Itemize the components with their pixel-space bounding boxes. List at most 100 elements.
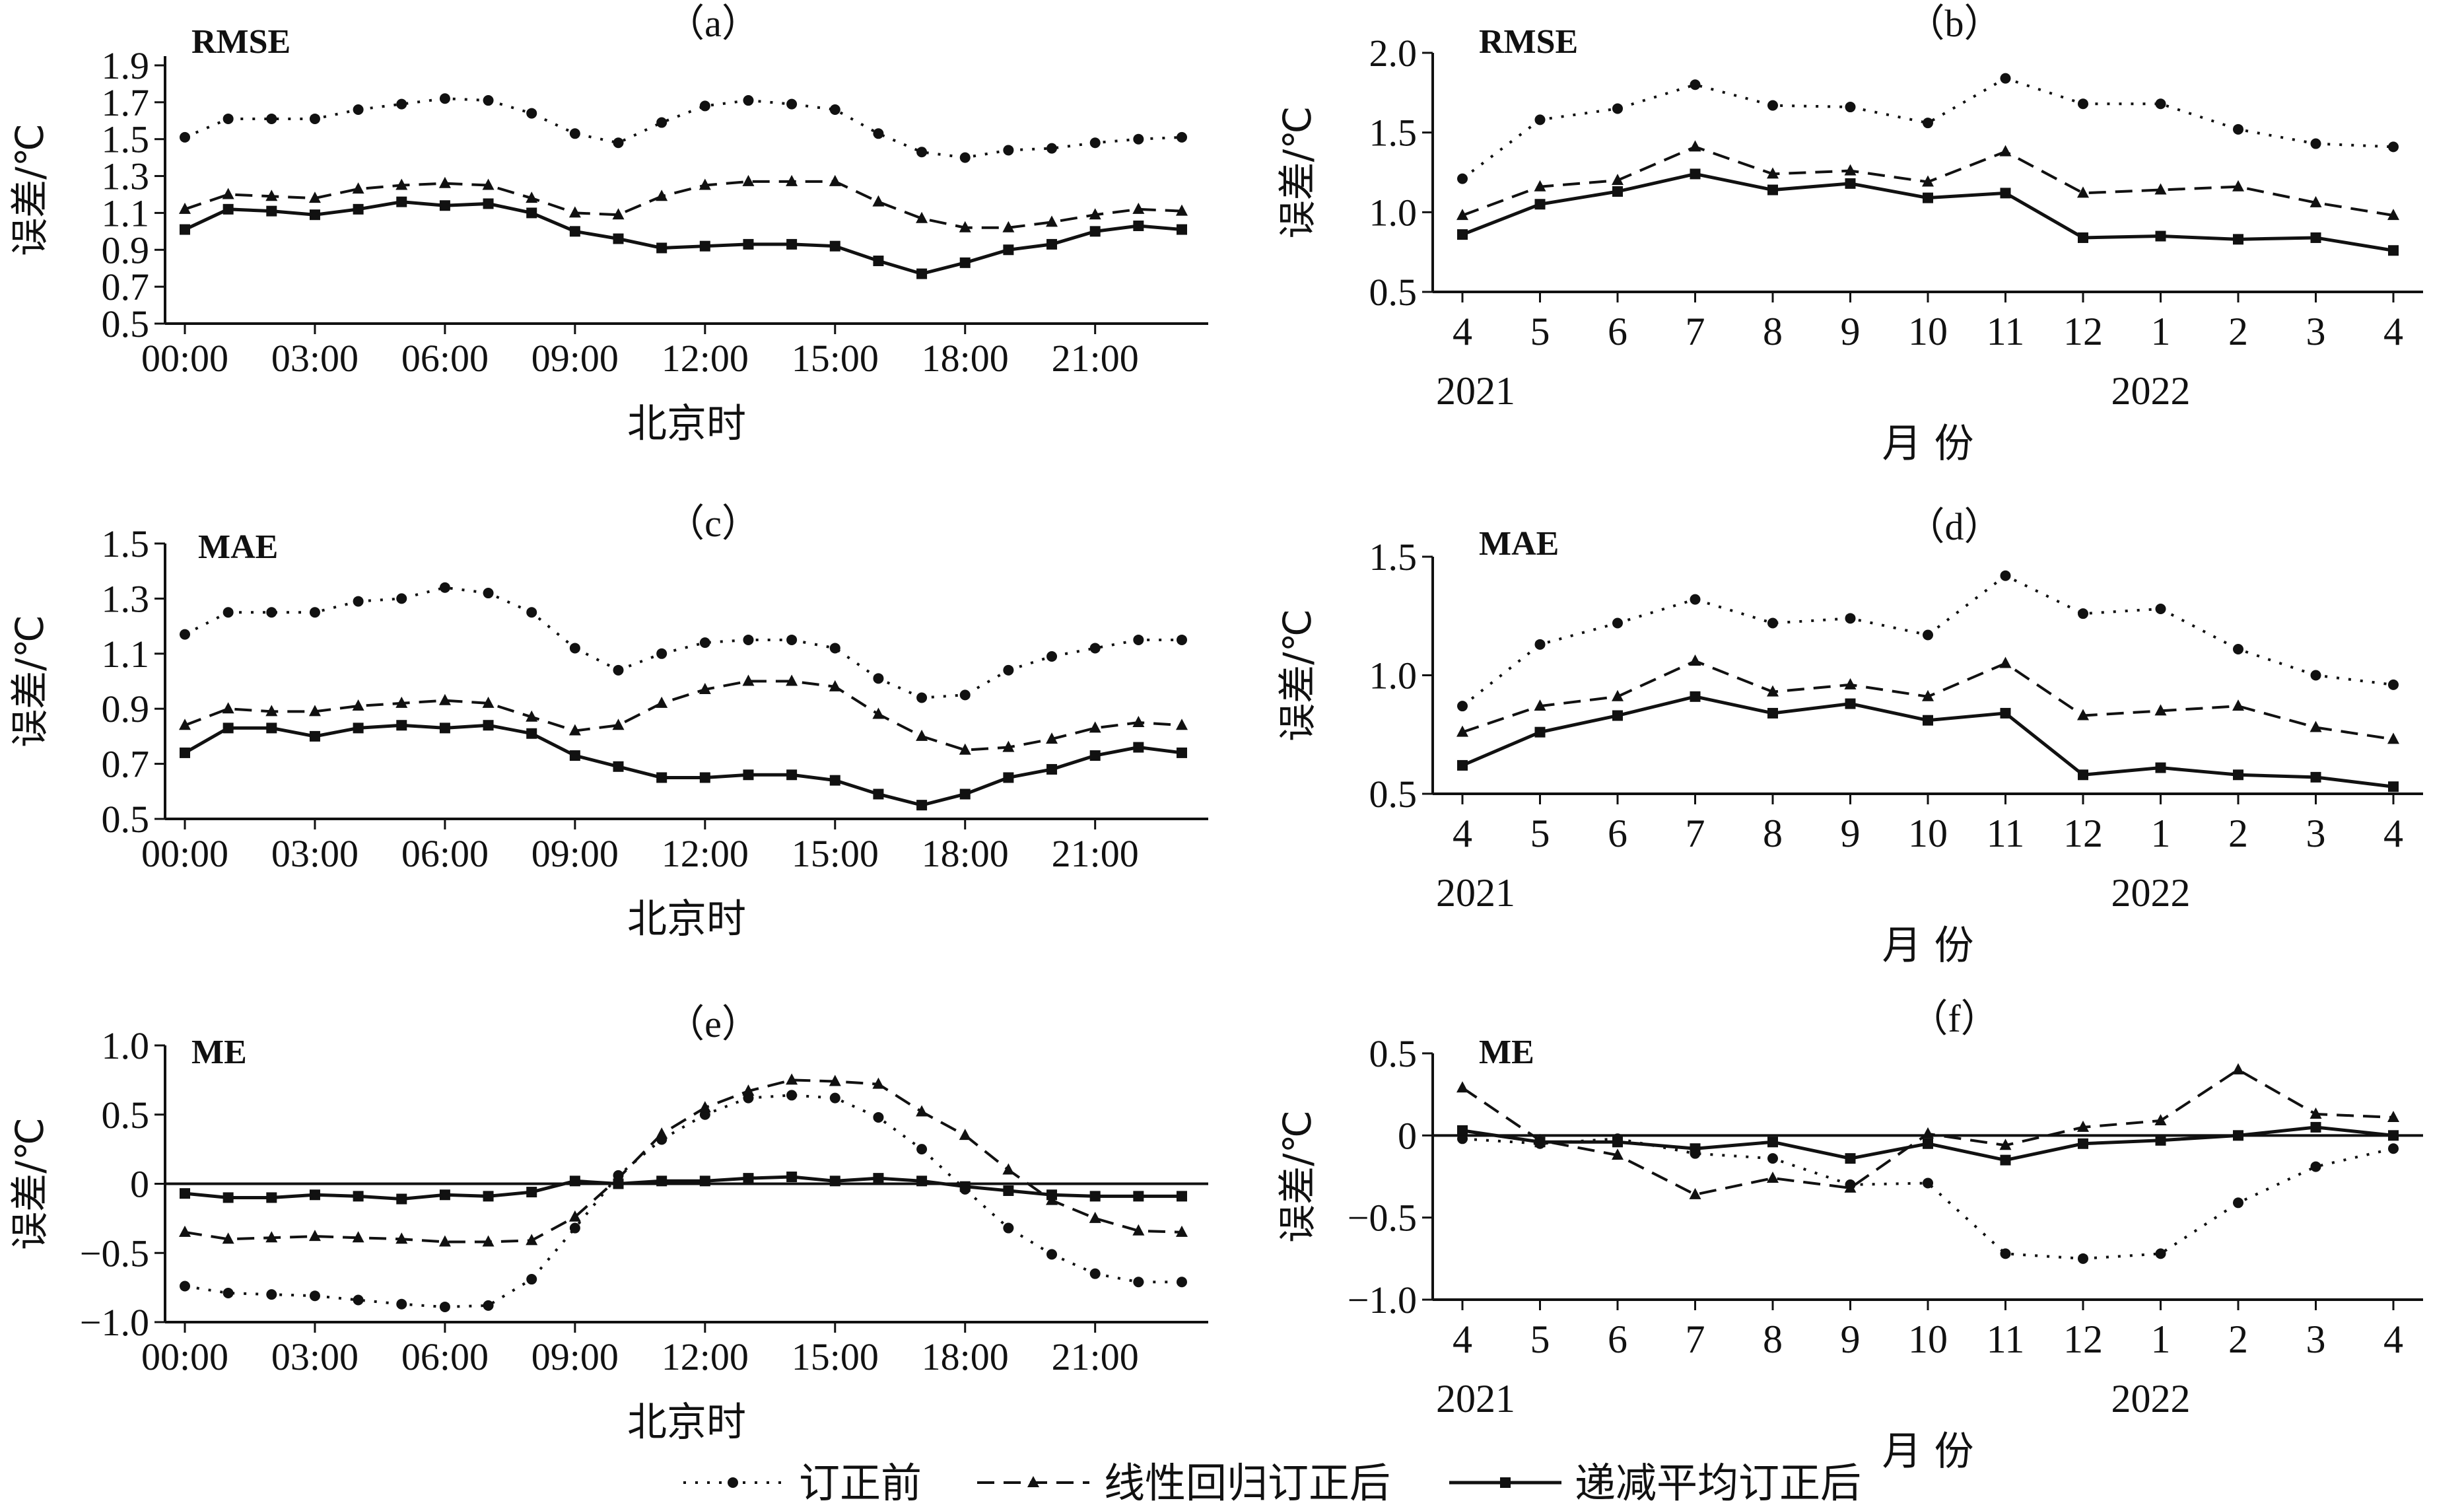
x-tick-label: 00:00 [141,1335,228,1378]
data-point-before [1534,639,1546,650]
x-tick-label: 10 [1908,310,1948,353]
data-point-decay [2310,1121,2321,1133]
data-point-linear [568,206,581,218]
data-point-before [483,1300,494,1311]
y-tick-label: −1.0 [1348,1279,1417,1321]
data-point-linear [916,729,928,741]
data-point-before [222,1288,234,1299]
data-point-before [439,582,450,593]
data-point-before [743,634,754,645]
data-point-linear [1922,175,1934,187]
data-point-before [1690,79,1701,90]
legend-item-linear: 线性回归订正后 [977,1459,1390,1507]
data-point-before [180,131,190,143]
data-point-decay [2233,769,2243,781]
data-point-decay [959,789,971,800]
data-point-decay [699,772,710,783]
y-tick-label: 1.3 [102,577,150,620]
data-point-decay [1612,1137,1623,1148]
series-linear [179,1073,1188,1247]
data-point-before [1089,137,1101,149]
x-axis-label: 月 份 [1882,1428,1973,1475]
data-point-decay [1690,168,1701,180]
legend-item-decay: 递减平均订正后 [1449,1459,1861,1507]
x-tick-label: 15:00 [792,832,879,875]
data-point-before [353,596,364,607]
data-point-linear [959,1129,971,1141]
data-point-decay [396,720,407,731]
data-point-linear [1767,685,1779,697]
data-point-linear [265,705,278,717]
data-point-before [1767,100,1778,111]
y-tick-label: −0.5 [80,1232,149,1275]
data-point-before [1923,629,1933,641]
legend-marker-before [728,1477,738,1488]
data-point-before [569,1222,580,1234]
data-point-decay [2155,1135,2166,1146]
data-point-decay [959,1181,971,1192]
data-point-before [959,152,971,163]
x-tick-label: 1 [2151,310,2171,353]
data-point-decay [613,1178,624,1189]
data-point-decay [526,728,537,739]
data-point-decay [786,1172,798,1183]
data-point-decay [743,238,754,250]
data-point-decay [1046,763,1058,775]
data-point-linear [352,699,364,711]
data-point-decay [1534,1137,1546,1148]
series-line-decay [184,1175,1182,1201]
data-point-linear [1046,732,1058,744]
data-point-decay [1003,1185,1014,1196]
data-point-before [2233,1197,2243,1209]
data-point-before [2000,73,2011,84]
data-point-linear [526,192,538,203]
legend-item-before: 订正前 [683,1459,922,1507]
legend-label-decay: 递减平均订正后 [1575,1459,1861,1507]
data-point-decay [1177,1191,1187,1202]
data-point-decay [309,1189,320,1201]
data-point-linear [308,1230,321,1242]
data-point-linear [222,1232,234,1244]
data-point-before [2155,98,2166,110]
data-point-linear [1176,204,1188,216]
x-tick-label: 09:00 [531,337,619,380]
series-decay [1457,168,2399,256]
data-point-decay [2233,1130,2243,1141]
x-tick-label: 00:00 [141,337,228,380]
data-point-decay [1923,1138,1933,1149]
y-tick-label: 1.0 [1369,654,1418,697]
data-point-linear [568,724,581,736]
data-point-linear [438,1235,451,1247]
data-point-before [743,95,754,106]
x-tick-label: 06:00 [401,1335,489,1378]
data-point-before [873,673,884,684]
data-point-linear [2310,1107,2322,1119]
y-tick-label: 0 [1398,1114,1417,1157]
data-point-before [526,108,537,119]
x-tick-label: 6 [1608,310,1627,353]
data-point-linear [742,174,755,186]
data-point-decay [396,1193,407,1205]
x-axis-label: 月 份 [1882,421,1973,467]
data-point-before [613,664,624,676]
x-tick-label: 7 [1686,812,1705,855]
panel-e: −1.0 −0.5 0 0.5 1.0 00:00 03:00 06:00 09:00 12:00… [7,1002,1208,1446]
data-point-linear [2154,183,2167,195]
x-tick-label: 12 [2063,1318,2103,1361]
y-tick-label: 0.5 [1369,773,1418,816]
series-line-before [184,586,1182,699]
data-point-decay [1923,715,1933,726]
data-point-linear [1689,654,1701,666]
data-point-linear [742,674,755,686]
data-point-linear [352,182,364,194]
data-point-before [266,1289,277,1300]
y-tick-label: 1.0 [1369,191,1418,234]
data-point-decay [2155,230,2166,242]
data-point-linear [222,702,234,714]
data-point-decay [1457,229,1468,240]
data-point-decay [959,257,971,268]
x-tick-label: 21:00 [1052,337,1139,380]
data-point-decay [1457,759,1468,771]
data-point-decay [1534,199,1546,210]
